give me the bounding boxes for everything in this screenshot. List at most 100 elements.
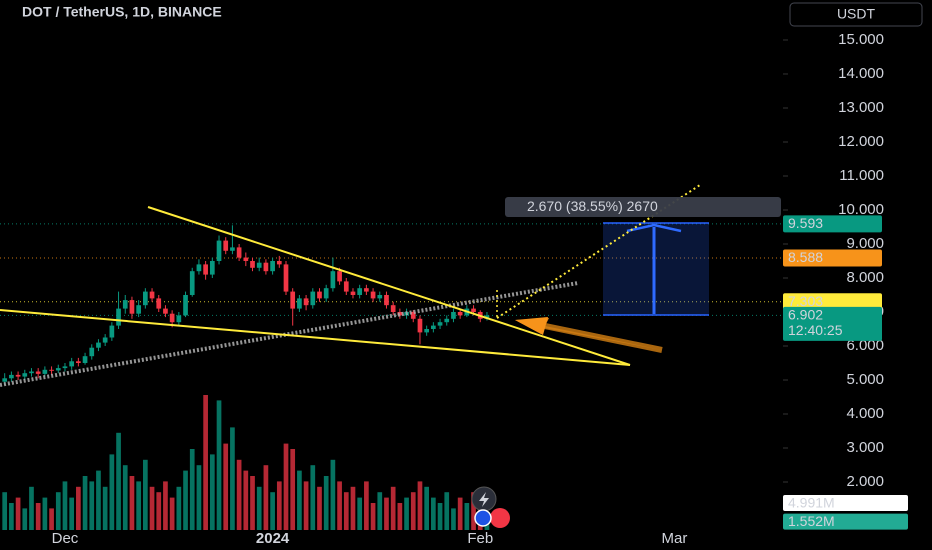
candle-body — [256, 262, 262, 268]
candle-body — [410, 311, 416, 319]
candle-body — [143, 291, 148, 306]
currency-button-label[interactable]: USDT — [837, 6, 876, 22]
volume-bar — [22, 508, 28, 530]
countdown: 12:40:25 — [788, 322, 843, 338]
volume-bar — [397, 503, 403, 530]
y-tick-label: 4.000 — [846, 405, 884, 422]
candle-body — [96, 342, 101, 348]
volume-bar — [109, 454, 115, 530]
volume-bar — [343, 492, 349, 530]
volume-bar — [290, 449, 296, 530]
volume-bar — [89, 481, 95, 530]
price-badge — [783, 293, 882, 311]
alert-bolt — [479, 492, 489, 507]
volume-bar — [471, 492, 476, 530]
y-tick-label: 10.000 — [838, 201, 884, 218]
volume-badge — [783, 513, 908, 530]
candle-body — [377, 294, 383, 299]
candles — [2, 225, 490, 386]
upper-trendline — [147, 206, 631, 366]
volume-bar — [276, 481, 282, 530]
volume-bar — [431, 497, 436, 530]
volume-bar — [357, 497, 363, 530]
volume-bar — [364, 481, 369, 530]
currency-button[interactable] — [789, 2, 923, 27]
candle-body — [196, 264, 202, 272]
volume-layer — [2, 395, 490, 530]
candle-body — [370, 291, 376, 299]
y-tick-label: 14.000 — [838, 65, 884, 82]
candle-body — [350, 291, 356, 295]
candle-body — [156, 298, 162, 309]
volume-bar — [42, 497, 48, 530]
volume-bar — [29, 486, 34, 530]
volume-bar — [417, 481, 423, 530]
volume-bar — [424, 486, 430, 530]
measure-label: 2.670 (38.55%) 2670 — [527, 198, 658, 214]
y-tick-label: 9.000 — [846, 235, 884, 252]
volume-badge-label: 1.552M — [788, 513, 835, 529]
volume-bar — [297, 470, 302, 530]
volume-bar — [230, 427, 235, 530]
candle-body — [317, 291, 322, 299]
breakout-arrow-tip — [515, 317, 548, 335]
volume-bar — [96, 470, 101, 530]
volume-bar — [216, 400, 222, 530]
x-tick-label: Mar — [662, 530, 688, 547]
candle-body — [22, 373, 28, 377]
volume-bar — [283, 443, 289, 530]
volume-bar — [457, 497, 463, 530]
candle-body — [471, 308, 476, 312]
candle-body — [29, 371, 34, 374]
candle-body — [169, 313, 175, 323]
candle-body — [303, 298, 309, 306]
candle-body — [263, 262, 269, 272]
y-tick-label: 5.000 — [846, 371, 884, 388]
volume-bar — [122, 465, 128, 530]
candle-body — [357, 288, 363, 295]
price-badge-label: 6.902 — [788, 307, 823, 323]
candle-body — [297, 298, 302, 309]
price-axis-labels: 2.0003.0004.0005.0006.0007.0008.0009.000… — [783, 31, 884, 490]
volume-bar — [2, 492, 8, 530]
volume-bar — [196, 465, 202, 530]
volume-bar — [250, 476, 255, 530]
volume-bar — [464, 503, 470, 530]
candle-body — [42, 369, 48, 374]
lower-trendline — [0, 309, 631, 366]
event-icon-flag[interactable] — [474, 509, 492, 527]
volume-bar — [163, 481, 168, 530]
candle-body — [431, 325, 436, 329]
candle-body — [136, 305, 141, 314]
volume-bar — [209, 454, 215, 530]
y-tick-label: 3.000 — [846, 439, 884, 456]
candle-body — [250, 260, 255, 268]
volume-badge-label: 4.991M — [788, 494, 835, 510]
candle-body — [183, 294, 188, 316]
volume-bar — [444, 492, 450, 530]
candle-body — [330, 271, 336, 289]
x-tick-label: Feb — [467, 530, 493, 547]
volume-bar — [82, 476, 88, 530]
volume-bar — [169, 497, 175, 530]
candle-body — [290, 291, 296, 309]
y-tick-label: 6.000 — [846, 337, 884, 354]
candle-body — [76, 361, 81, 363]
event-icon[interactable] — [490, 508, 510, 528]
volume-bar — [15, 497, 21, 530]
volume-bar — [310, 465, 316, 530]
x-tick-label: 2024 — [256, 530, 290, 547]
price-axis — [783, 0, 932, 550]
candle-body — [417, 318, 423, 333]
candle-body — [82, 356, 88, 363]
support-channel — [0, 281, 579, 387]
candle-body — [276, 260, 282, 265]
volume-bar — [350, 486, 356, 530]
candle-body — [337, 271, 342, 282]
price-badge — [783, 215, 882, 233]
volume-bar — [303, 481, 309, 530]
candle-body — [209, 260, 215, 275]
volume-bar — [129, 476, 135, 530]
projection-arrow-head — [626, 223, 682, 233]
